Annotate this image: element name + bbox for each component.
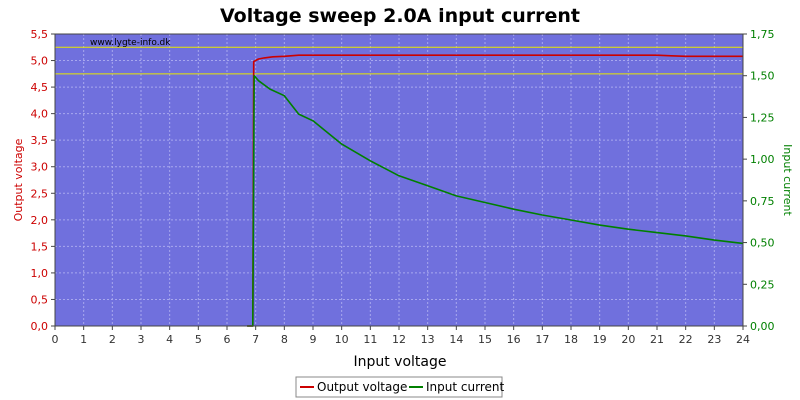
x-axis-title: Input voltage (353, 354, 446, 370)
x-tick-label-6: 6 (224, 333, 231, 346)
x-tick-label-19: 19 (593, 333, 607, 346)
x-tick-label-14: 14 (449, 333, 463, 346)
right-tick-label-3: 0,75 (750, 195, 775, 208)
left-tick-label-8: 4,0 (31, 108, 49, 121)
right-y-axis-ticks: 0,00 0,25 0,50 0,75 1,00 1,25 1,50 1,75 (743, 28, 775, 333)
right-tick-label-6: 1,50 (750, 70, 775, 83)
x-tick-label-0: 0 (52, 333, 59, 346)
chart-title: Voltage sweep 2.0A input current (220, 5, 580, 27)
x-tick-label-22: 22 (679, 333, 693, 346)
left-tick-label-10: 5,0 (31, 55, 49, 68)
left-tick-label-1: 0,5 (31, 293, 49, 306)
x-tick-label-23: 23 (707, 333, 721, 346)
left-tick-label-3: 1,5 (31, 240, 49, 253)
x-tick-label-20: 20 (621, 333, 635, 346)
left-y-axis-ticks: 0,0 0,5 1,0 1,5 2,0 2,5 3,0 3,5 4,0 4,5 5,0 5,5 (31, 28, 55, 333)
x-tick-label-9: 9 (310, 333, 317, 346)
left-tick-label-9: 4,5 (31, 81, 49, 94)
x-tick-label-12: 12 (392, 333, 406, 346)
legend-label-input-current: Input current (426, 380, 504, 394)
x-tick-label-13: 13 (421, 333, 435, 346)
x-axis-ticks: 0 1 2 3 4 5 6 7 8 9 10 11 12 13 14 15 16 17 18 19 20 21 22 23 24 (52, 326, 750, 346)
right-tick-label-5: 1,25 (750, 111, 775, 124)
right-y-axis-title: Input current (781, 144, 794, 216)
x-tick-label-15: 15 (478, 333, 492, 346)
x-tick-label-21: 21 (650, 333, 664, 346)
series-line-output-voltage (247, 54, 743, 327)
right-tick-label-1: 0,25 (750, 278, 775, 291)
x-tick-label-17: 17 (535, 333, 549, 346)
left-tick-label-0: 0,0 (31, 320, 49, 333)
x-tick-label-16: 16 (507, 333, 521, 346)
x-tick-label-2: 2 (109, 333, 116, 346)
series-layer (247, 54, 744, 327)
left-tick-label-6: 3,0 (31, 161, 49, 174)
x-tick-label-18: 18 (564, 333, 578, 346)
left-tick-label-2: 1,0 (31, 267, 49, 280)
right-tick-label-2: 0,50 (750, 237, 775, 250)
reference-lines (55, 46, 743, 75)
grid-lines (54, 33, 744, 327)
watermark: www.lygte-info.dk (90, 38, 171, 48)
x-tick-label-7: 7 (252, 333, 259, 346)
x-tick-label-4: 4 (166, 333, 173, 346)
left-tick-label-4: 2,0 (31, 214, 49, 227)
x-tick-label-11: 11 (363, 333, 377, 346)
right-tick-label-0: 0,00 (750, 320, 775, 333)
x-tick-label-1: 1 (80, 333, 87, 346)
legend: Output voltage Input current (295, 376, 504, 398)
right-tick-label-7: 1,75 (750, 28, 775, 41)
x-tick-label-3: 3 (138, 333, 145, 346)
x-tick-label-5: 5 (195, 333, 202, 346)
legend-box (295, 376, 503, 398)
x-tick-label-8: 8 (281, 333, 288, 346)
right-tick-label-4: 1,00 (750, 153, 775, 166)
x-tick-label-24: 24 (736, 333, 750, 346)
left-tick-label-11: 5,5 (31, 28, 49, 41)
left-tick-label-7: 3,5 (31, 134, 49, 147)
series-line-input-current (247, 74, 744, 327)
x-tick-label-10: 10 (335, 333, 349, 346)
left-tick-label-5: 2,5 (31, 187, 49, 200)
legend-label-output-voltage: Output voltage (317, 380, 407, 394)
left-y-axis-title: Output voltage (12, 138, 25, 221)
